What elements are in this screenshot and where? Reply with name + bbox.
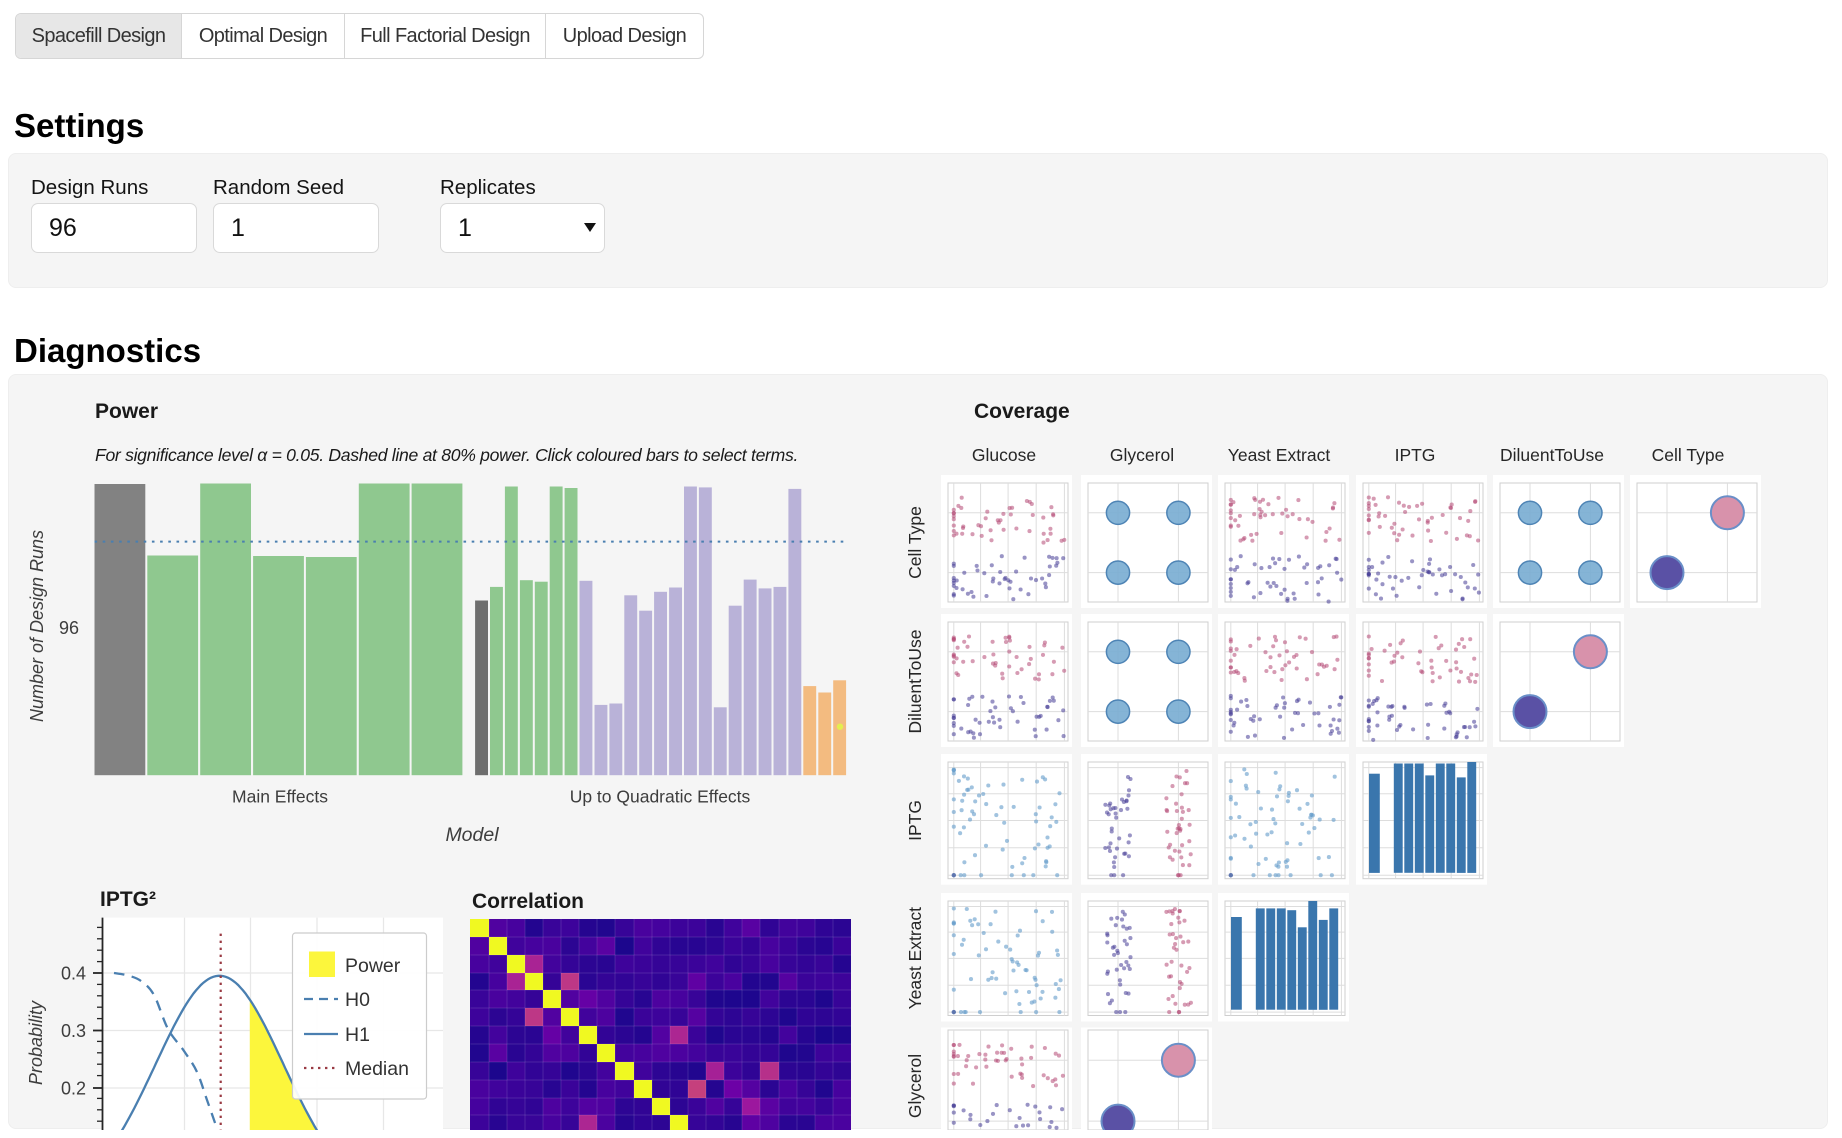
svg-text:For significance level α = 0.0: For significance level α = 0.05. Dashed … bbox=[95, 445, 798, 465]
svg-text:96: 96 bbox=[59, 618, 79, 638]
svg-text:H0: H0 bbox=[345, 989, 370, 1011]
svg-text:Cell Type: Cell Type bbox=[1652, 445, 1725, 465]
svg-text:H1: H1 bbox=[345, 1024, 370, 1046]
svg-text:Coverage: Coverage bbox=[974, 400, 1070, 423]
svg-text:DiluentToUse: DiluentToUse bbox=[1500, 445, 1604, 465]
svg-text:Median: Median bbox=[345, 1058, 409, 1080]
svg-text:Power: Power bbox=[345, 955, 401, 977]
svg-text:IPTG: IPTG bbox=[905, 800, 925, 841]
svg-text:0.2: 0.2 bbox=[61, 1079, 86, 1099]
svg-text:0.4: 0.4 bbox=[61, 964, 86, 984]
svg-text:IPTG: IPTG bbox=[1395, 445, 1436, 465]
svg-text:Correlation: Correlation bbox=[472, 890, 584, 913]
svg-text:Glycerol: Glycerol bbox=[905, 1054, 925, 1118]
svg-text:DiluentToUse: DiluentToUse bbox=[905, 629, 925, 733]
svg-text:Yeast Extract: Yeast Extract bbox=[1228, 445, 1331, 465]
svg-text:Power: Power bbox=[95, 400, 158, 423]
svg-text:0.3: 0.3 bbox=[61, 1021, 86, 1041]
svg-text:IPTG²: IPTG² bbox=[100, 888, 156, 911]
svg-text:Model: Model bbox=[445, 824, 499, 846]
svg-text:Glycerol: Glycerol bbox=[1110, 445, 1174, 465]
svg-text:Cell Type: Cell Type bbox=[905, 506, 925, 579]
svg-text:Number of Design Runs: Number of Design Runs bbox=[27, 530, 47, 722]
svg-text:Probability: Probability bbox=[26, 1000, 46, 1085]
svg-text:Glucose: Glucose bbox=[972, 445, 1036, 465]
svg-text:Yeast Extract: Yeast Extract bbox=[905, 907, 925, 1010]
svg-text:Main Effects: Main Effects bbox=[232, 787, 328, 807]
svg-text:Up to Quadratic Effects: Up to Quadratic Effects bbox=[570, 787, 751, 807]
